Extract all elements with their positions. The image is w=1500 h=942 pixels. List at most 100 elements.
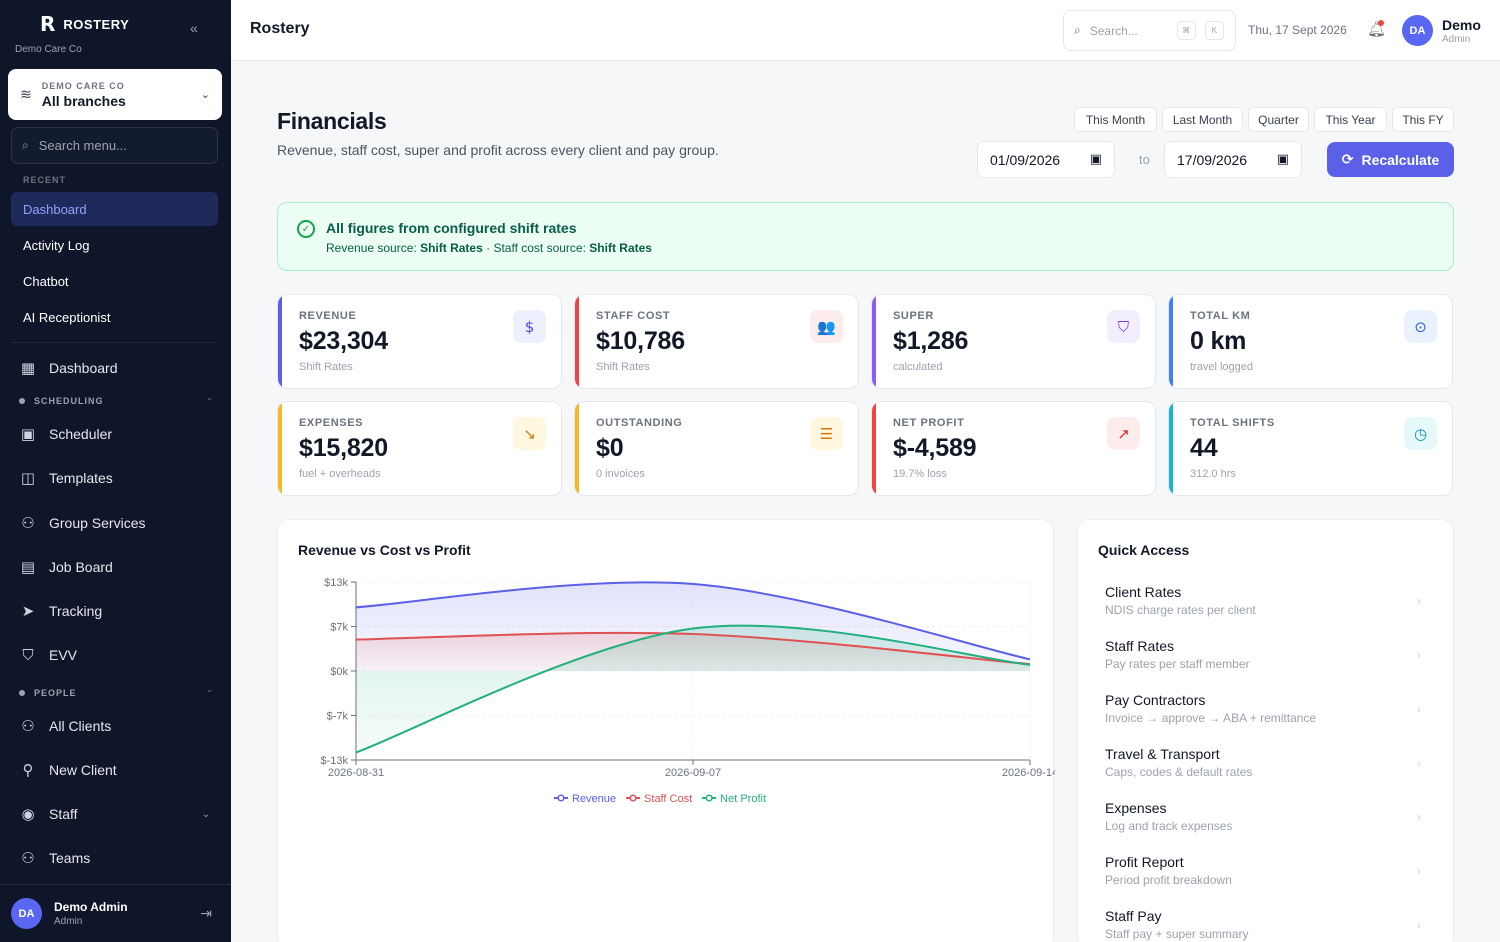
- branch-org: DEMO CARE CO: [41, 80, 125, 91]
- quick-link-staff-pay[interactable]: Staff Pay Staff pay + super summary ›: [1105, 908, 1435, 942]
- quick-link-title: Pay Contractors: [1105, 692, 1206, 708]
- revenue-chart-card: $13k $7k $0k $-7k $-13k 2026-08-31 2026-09-07 2…: [277, 519, 1055, 942]
- branch-selector[interactable]: ≋ DEMO CARE CO All branches ⌄: [8, 69, 222, 120]
- nav-item-staff[interactable]: ◉ Staff ⌄: [11, 796, 218, 832]
- refresh-icon: ⟳: [1341, 151, 1354, 168]
- quick-link-title: Profit Report: [1105, 854, 1184, 870]
- calendar-icon: ▣: [20, 425, 36, 443]
- legend-marker: [557, 794, 565, 802]
- nav-item-dashboard[interactable]: ▦ Dashboard: [11, 350, 218, 386]
- calendar-icon[interactable]: ▣: [1276, 152, 1289, 167]
- brand-name: ROSTERY: [63, 16, 130, 32]
- period-quarter[interactable]: Quarter: [1248, 107, 1309, 132]
- accent-bar: [1169, 295, 1173, 388]
- recent-item-ai-receptionist[interactable]: AI Receptionist: [23, 309, 111, 325]
- period-this-month[interactable]: This Month: [1074, 107, 1157, 132]
- quick-link-pay-contractors[interactable]: Pay Contractors Invoice → approve → ABA …: [1105, 692, 1435, 736]
- nav-item-tracking[interactable]: ➤ Tracking: [11, 593, 218, 629]
- brand[interactable]: R ROSTERY: [40, 12, 129, 36]
- global-search-input[interactable]: [1089, 23, 1168, 38]
- date-from-value: 01/09/2026: [990, 151, 1061, 168]
- logout-icon[interactable]: ⇥: [200, 905, 212, 922]
- banner-subtitle: Revenue source: Shift Rates · Staff cost…: [326, 241, 652, 255]
- stat-card-revenue: REVENUE $23,304 Shift Rates $: [277, 294, 562, 389]
- series-line: [355, 581, 1031, 661]
- revenue-source: Shift Rates: [420, 241, 483, 255]
- accent-bar: [278, 295, 282, 388]
- info-banner: ✓ All figures from configured shift rate…: [277, 202, 1454, 271]
- section-label: SCHEDULING: [34, 396, 104, 406]
- date-from-input[interactable]: 01/09/2026 ▣: [977, 141, 1115, 178]
- period-this-fy[interactable]: This FY: [1392, 107, 1454, 132]
- recent-item-activity-log[interactable]: Activity Log: [23, 237, 90, 253]
- nav-item-job-board[interactable]: ▤ Job Board: [11, 549, 218, 585]
- section-scheduling[interactable]: SCHEDULING ⌃: [19, 396, 214, 406]
- stat-note: 0 invoices: [596, 468, 645, 480]
- stat-value: $10,786: [596, 327, 685, 355]
- stat-value: 0 km: [1190, 327, 1247, 355]
- nav-item-evv[interactable]: ⛉ EVV: [11, 637, 218, 673]
- avatar[interactable]: DA: [11, 898, 42, 929]
- stat-value: $15,820: [299, 434, 388, 462]
- calendar-icon[interactable]: ▣: [1089, 152, 1102, 167]
- nav-item-all-clients[interactable]: ⚇ All Clients: [11, 708, 218, 744]
- global-search: ⌕ ⌘ K: [1063, 10, 1236, 51]
- separator: ·: [482, 241, 494, 255]
- recent-item-dashboard[interactable]: Dashboard: [11, 192, 218, 226]
- quick-link-staff-rates[interactable]: Staff Rates Pay rates per staff member ›: [1105, 638, 1435, 682]
- quick-link-sub: Period profit breakdown: [1105, 873, 1232, 887]
- collapse-sidebar-icon[interactable]: «: [190, 20, 198, 36]
- quick-link-title: Travel & Transport: [1105, 746, 1220, 762]
- recalculate-label: Recalculate: [1361, 151, 1440, 168]
- nav-item-teams[interactable]: ⚇ Teams: [11, 840, 218, 876]
- chevron-right-icon: ›: [1417, 864, 1421, 878]
- chart-title: Revenue vs Cost vs Profit: [298, 542, 471, 558]
- chevron-up-icon: ⌃: [206, 396, 214, 406]
- trend-down-icon: ↘: [513, 417, 546, 450]
- sidebar: R ROSTERY Demo Care Co « ≋ DEMO CARE CO …: [0, 0, 231, 942]
- x-tick-label: 2026-08-31: [328, 767, 384, 779]
- quick-link-client-rates[interactable]: Client Rates NDIS charge rates per clien…: [1105, 584, 1435, 628]
- notification-dot: [1378, 20, 1384, 26]
- clock-icon: ◷: [1404, 417, 1437, 450]
- check-circle-icon: ✓: [297, 220, 315, 238]
- date-to-input[interactable]: 17/09/2026 ▣: [1164, 141, 1302, 178]
- section-people[interactable]: PEOPLE ⌃: [19, 688, 214, 698]
- quick-access-card: Quick Access Client Rates NDIS charge ra…: [1077, 519, 1454, 942]
- recalculate-button[interactable]: ⟳ Recalculate: [1327, 142, 1454, 177]
- period-last-month[interactable]: Last Month: [1162, 107, 1243, 132]
- accent-bar: [872, 402, 876, 495]
- quick-link-profit-report[interactable]: Profit Report Period profit breakdown ›: [1105, 854, 1435, 898]
- x-tick-label: 2026-09-07: [665, 767, 721, 779]
- recent-label: RECENT: [23, 175, 67, 185]
- stat-card-outstanding: OUTSTANDING $0 0 invoices ☰: [574, 401, 859, 496]
- user-menu[interactable]: Demo Admin: [1442, 17, 1481, 45]
- chevron-down-icon: ⌄: [200, 89, 210, 101]
- accent-bar: [575, 295, 579, 388]
- current-date: Thu, 17 Sept 2026: [1248, 23, 1347, 37]
- quick-link-title: Client Rates: [1105, 584, 1182, 600]
- nav-item-new-client[interactable]: ⚲ New Client: [11, 752, 218, 788]
- nav-item-group-services[interactable]: ⚇ Group Services: [11, 505, 218, 541]
- recent-item-chatbot[interactable]: Chatbot: [23, 273, 69, 289]
- cost-source-label: Staff cost source:: [493, 241, 586, 255]
- chevron-right-icon: ›: [1417, 810, 1421, 824]
- period-this-year[interactable]: This Year: [1314, 107, 1387, 132]
- quick-link-sub: NDIS charge rates per client: [1105, 603, 1256, 617]
- series-line: [355, 631, 1031, 666]
- nav-item-templates[interactable]: ◫ Templates: [11, 460, 218, 496]
- stat-label: SUPER: [893, 310, 934, 322]
- nav-item-scheduler[interactable]: ▣ Scheduler: [11, 416, 218, 452]
- avatar[interactable]: DA: [1402, 15, 1433, 46]
- stat-value: $23,304: [299, 327, 388, 355]
- map-pin-icon: ⊙: [1404, 310, 1437, 343]
- legend-marker: [629, 794, 637, 802]
- users-icon: 👥: [810, 310, 843, 343]
- quick-link-travel-transport[interactable]: Travel & Transport Caps, codes & default…: [1105, 746, 1435, 790]
- quick-link-title: Staff Pay: [1105, 908, 1162, 924]
- series-area: [356, 625, 1030, 753]
- quick-link-sub: Pay rates per staff member: [1105, 657, 1250, 671]
- legend-marker: [705, 794, 713, 802]
- search-menu-input[interactable]: [38, 138, 189, 153]
- quick-link-expenses[interactable]: Expenses Log and track expenses ›: [1105, 800, 1435, 844]
